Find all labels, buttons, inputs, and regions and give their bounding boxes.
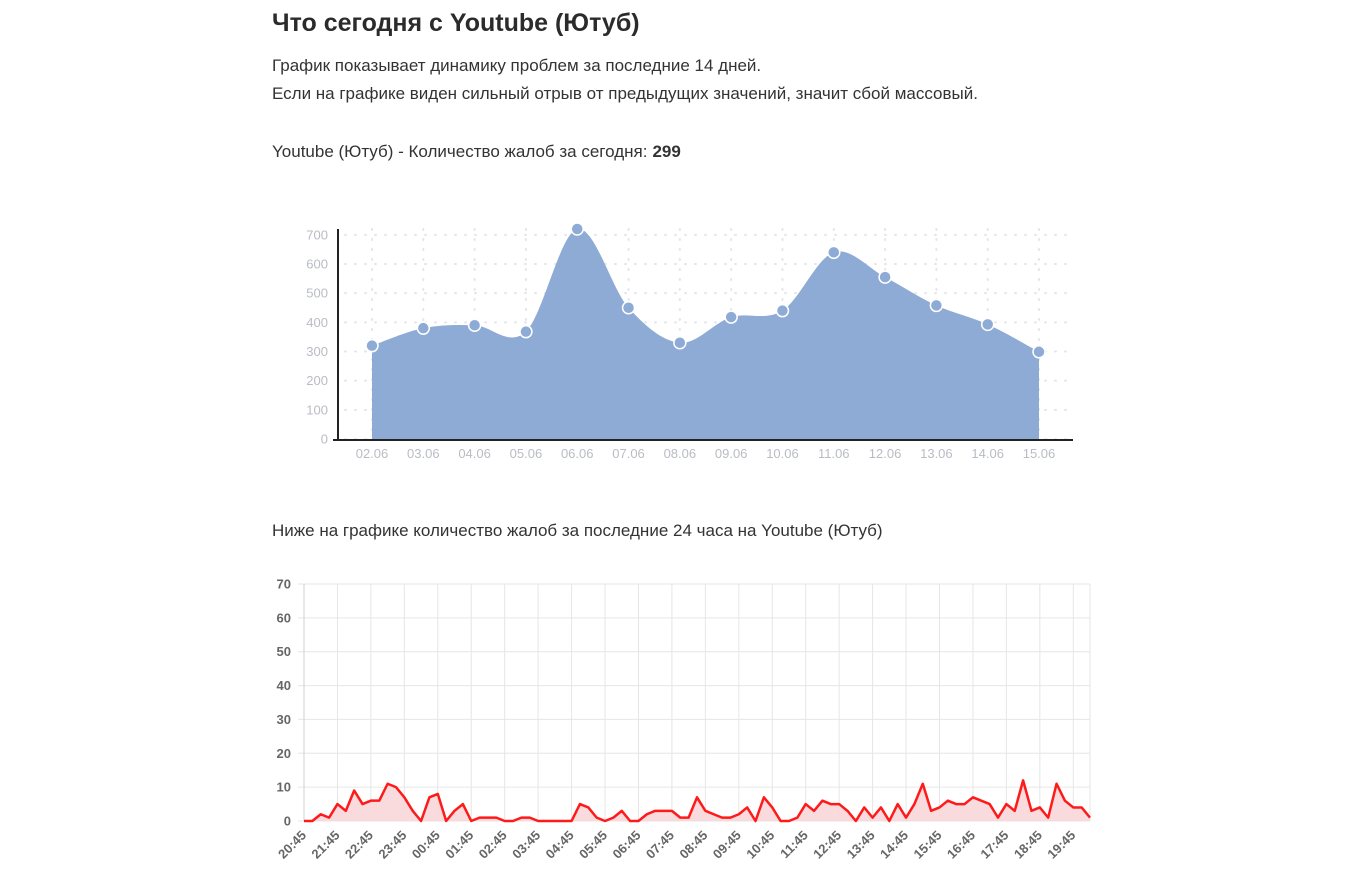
y-tick-label: 60 [277, 610, 291, 625]
y-tick-label: 500 [306, 286, 328, 301]
x-tick-label: 20:45 [275, 828, 309, 862]
line [304, 779, 1091, 823]
x-tick-label: 11:45 [777, 828, 811, 862]
point [1032, 345, 1046, 359]
chart-title: Ниже на графике количество жалоб за посл… [272, 521, 883, 540]
x-tick-label: 03:45 [509, 828, 543, 862]
x-tick-label: 15:45 [910, 828, 944, 862]
y-tick-label: 300 [306, 344, 328, 359]
point [365, 338, 379, 353]
y-tick-label: 400 [306, 315, 328, 330]
y-tick-label: 700 [306, 227, 328, 242]
area [372, 228, 1039, 439]
x-tick-label: 18:45 [1011, 828, 1045, 862]
page-title: Что сегодня с Youtube (Ютуб) [272, 9, 640, 37]
area-fill [304, 780, 1090, 821]
x-tick-label: 19:45 [1044, 828, 1078, 862]
x-tick-label: 06.06 [561, 446, 594, 461]
x-tick-label: 07:45 [643, 828, 677, 862]
x-tick-label: 12.06 [869, 446, 902, 461]
x-tick-label: 15.06 [1023, 446, 1056, 461]
point [673, 336, 687, 350]
x-tick-label: 05:45 [576, 828, 610, 862]
x-tick-label: 10:45 [743, 828, 777, 862]
x-tick-label: 23:45 [375, 828, 409, 862]
point [416, 321, 431, 335]
chart: 0 100 200 300 400 500 600 700 02.06 03.06 04.06 05.… [306, 222, 1074, 461]
x-tick-label: 05.06 [510, 446, 543, 461]
y-tick-label: 20 [277, 746, 291, 761]
x-tick-label: 07.06 [612, 446, 645, 461]
y-tick-label: 0 [321, 432, 328, 447]
x-tick-label: 08.06 [664, 446, 697, 461]
x-tick-label: 08:45 [676, 828, 710, 862]
x-tick-label: 16:45 [944, 828, 978, 862]
today-label: Youtube (Ютуб) - Количество жалоб за сег… [272, 142, 647, 161]
x-tick-label: 12:45 [810, 828, 844, 862]
x-tick-label: 09:45 [710, 828, 744, 862]
y-tick-label: 40 [277, 678, 291, 693]
y-tick-label: 600 [306, 257, 328, 272]
chart: 0 10 20 30 40 50 60 70 20:45 21:45 22:45 23:45 00:45… [275, 577, 1091, 862]
point [467, 318, 482, 332]
x-tick-label: 13:45 [844, 828, 878, 862]
x-tick-label: 02:45 [476, 828, 510, 862]
point [929, 298, 944, 313]
x-tick-label: 21:45 [308, 828, 342, 862]
y-tick-label: 200 [306, 373, 328, 388]
point [621, 301, 636, 315]
x-tick-label: 13.06 [920, 446, 953, 461]
x-tick-label: 11.06 [818, 446, 850, 461]
x-tick-label: 06:45 [609, 828, 643, 862]
x-tick-label: 04.06 [458, 446, 491, 461]
y-tick-label: 10 [277, 780, 291, 795]
x-tick-label: 22:45 [342, 828, 376, 862]
y-tick-label: 50 [277, 644, 291, 659]
x-tick-label: 01:45 [442, 828, 476, 862]
description-line: Если на графике виден сильный отрыв от п… [272, 84, 978, 103]
point [827, 245, 841, 260]
x-tick-label: 04:45 [543, 828, 577, 862]
today-count: Youtube (Ютуб) - Количество жалоб за сег… [272, 142, 681, 161]
x-tick-label: 00:45 [409, 828, 443, 862]
point [878, 270, 892, 284]
description-line: График показывает динамику проблем за по… [272, 56, 761, 75]
point [570, 222, 584, 236]
x-tick-label: 17:45 [977, 828, 1011, 862]
today-value: 299 [652, 142, 680, 161]
x-tick-label: 14.06 [971, 446, 1004, 461]
x-tick-label: 09.06 [715, 446, 748, 461]
point [775, 303, 790, 318]
x-tick-label: 14:45 [877, 828, 911, 862]
y-tick-label: 0 [284, 814, 291, 829]
y-tick-label: 70 [277, 577, 291, 592]
x-tick-label: 02.06 [356, 446, 389, 461]
x-tick-label: 10.06 [766, 446, 799, 461]
point [724, 310, 738, 324]
y-tick-label: 30 [277, 712, 291, 727]
point [980, 317, 995, 332]
x-tick-label: 03.06 [407, 446, 440, 461]
point [519, 324, 533, 339]
y-tick-label: 100 [306, 402, 328, 417]
